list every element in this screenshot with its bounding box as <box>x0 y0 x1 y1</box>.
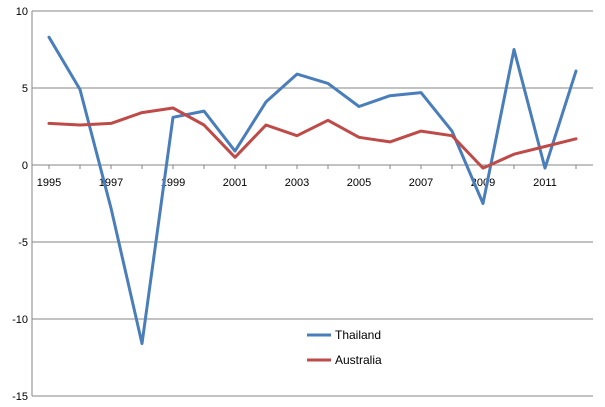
x-tick-label: 2001 <box>223 177 247 189</box>
y-tick-label: -15 <box>12 391 28 403</box>
x-tick-label: 1995 <box>37 177 61 189</box>
legend: Thailand Australia <box>307 328 382 367</box>
y-tick-label: 5 <box>22 83 28 95</box>
y-tick-label: -5 <box>18 237 28 249</box>
y-axis-ticks: 10 5 0 -5 -10 -15 <box>12 6 28 403</box>
series-lines <box>47 35 578 346</box>
y-tick-label: -10 <box>12 314 28 326</box>
x-tick-label: 1999 <box>161 177 185 189</box>
y-tick-label: 10 <box>16 6 28 18</box>
x-tick-label: 2011 <box>533 177 557 189</box>
x-tick-label: 2005 <box>347 177 371 189</box>
series-line-australia <box>47 106 578 170</box>
y-tick-label: 0 <box>22 160 28 172</box>
legend-label-thailand: Thailand <box>335 328 381 342</box>
x-tick-label: 2003 <box>285 177 309 189</box>
legend-label-australia: Australia <box>335 353 382 367</box>
x-axis-ticks: 1995 1997 1999 2001 2003 2005 2007 2009 2011 <box>37 165 577 189</box>
gridlines <box>32 10 593 397</box>
axes <box>31 11 593 396</box>
series-line-thailand <box>47 35 578 346</box>
x-tick-label: 2007 <box>409 177 433 189</box>
